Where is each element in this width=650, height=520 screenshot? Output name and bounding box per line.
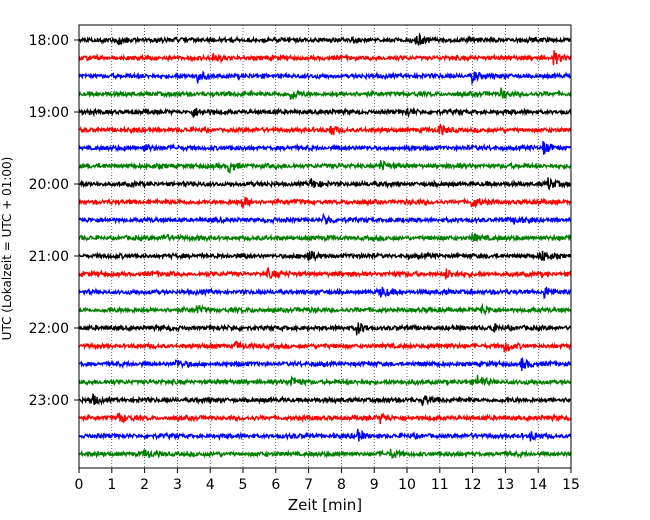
trace-1930 [78,141,572,155]
trace-2030 [78,212,572,226]
x-tick-label: 3 [173,477,182,493]
trace-1830 [78,70,572,86]
seismic-traces [78,32,572,460]
y-tick-label: 19:00 [29,105,69,121]
trace-2300 [78,393,572,406]
trace-2330 [78,428,572,442]
trace-1900 [78,106,572,119]
y-tick-label: 22:00 [29,321,69,337]
y-axis-ticks: 18:00 19:00 20:00 21:00 22:00 23:00 [29,33,79,409]
y-tick-label: 20:00 [29,177,69,193]
trace-2230 [78,357,572,371]
y-tick-label: 21:00 [29,249,69,265]
trace-2315 [78,412,572,425]
x-tick-label: 10 [398,477,416,493]
trace-1915 [78,123,572,136]
x-tick-label: 0 [75,477,84,493]
trace-2215 [78,340,572,353]
trace-1845 [78,87,572,100]
trace-2115 [78,266,572,280]
x-tick-label: 7 [304,477,313,493]
trace-2000 [78,177,572,191]
y-tick-label: 23:00 [29,393,69,409]
x-tick-label: 15 [562,477,580,493]
trace-2100 [78,250,572,263]
trace-2245 [78,374,572,387]
trace-2200 [78,322,572,336]
trace-2130 [78,286,572,300]
trace-1945 [78,159,572,174]
x-axis-label: Zeit [min] [288,496,362,514]
trace-2345 [78,448,572,460]
x-tick-label: 5 [239,477,248,493]
trace-1800 [78,32,572,46]
x-tick-label: 8 [337,477,346,493]
y-tick-label: 18:00 [29,33,69,49]
trace-2145 [78,302,572,317]
x-tick-label: 9 [370,477,379,493]
x-axis-ticks: 0 1 2 3 4 5 6 7 8 9 10 11 12 13 14 15 [75,468,580,493]
x-tick-label: 2 [140,477,149,493]
x-tick-label: 14 [529,477,547,493]
x-tick-label: 12 [464,477,482,493]
x-tick-label: 11 [431,477,449,493]
trace-2015 [78,196,572,209]
trace-2045 [78,232,572,243]
trace-1815 [78,50,572,66]
grid-lines [111,25,539,468]
plot-frame [78,24,572,469]
x-tick-label: 6 [271,477,280,493]
y-axis-label: UTC (Lokalzeit = UTC + 01:00) [0,157,14,341]
x-tick-label: 4 [206,477,215,493]
x-tick-label: 13 [496,477,514,493]
x-tick-label: 1 [107,477,116,493]
